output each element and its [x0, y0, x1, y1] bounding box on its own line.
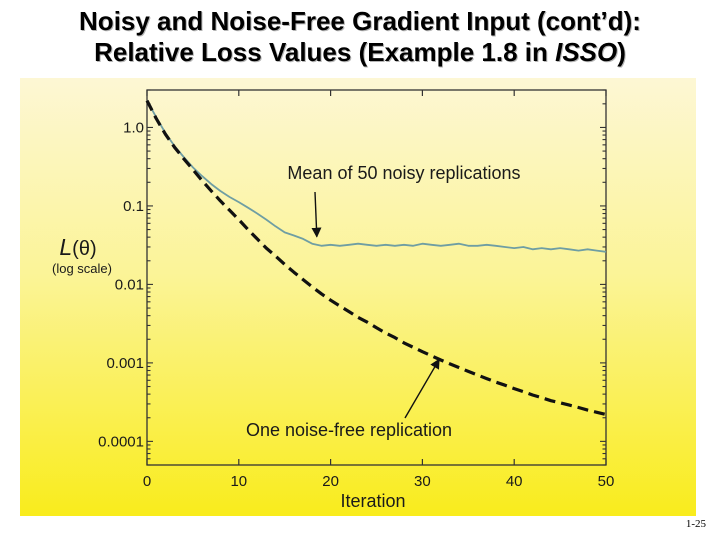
y-tick-label: 1.0 — [123, 119, 144, 136]
series-layer — [145, 99, 607, 417]
x-tick-label: 40 — [506, 473, 523, 490]
x-tick-label: 30 — [414, 473, 431, 490]
title-line-2-suffix: ) — [617, 37, 626, 67]
x-tick-label: 20 — [322, 473, 339, 490]
title-line-1: Noisy and Noise-Free Gradient Input (con… — [79, 6, 641, 36]
y-axis-title: L(θ) — [59, 234, 96, 260]
annotation-noisy-arrow — [311, 191, 322, 238]
y-axis-subtitle: (log scale) — [52, 261, 112, 276]
y-axis-title-theta: (θ) — [72, 238, 96, 260]
annotation-layer: Mean of 50 noisy replications One noise-f… — [246, 163, 521, 440]
plot-frame — [146, 89, 607, 466]
noise-free-series-line — [145, 99, 607, 417]
noisy-mean-series-line — [146, 100, 607, 253]
x-tick-label: 50 — [598, 473, 615, 490]
y-tick-label: 0.001 — [106, 355, 144, 372]
y-tick-label: 0.1 — [123, 198, 144, 215]
x-tick-label: 0 — [143, 473, 151, 490]
title-line-2-italic: ISSO — [555, 37, 618, 67]
y-axis-title-l: L — [59, 234, 72, 260]
x-tick-label: 10 — [230, 473, 247, 490]
annotation-noise-free-label: One noise-free replication — [246, 420, 452, 440]
annotation-noise-free-arrow — [404, 358, 440, 419]
y-tick-label: 0.01 — [115, 276, 144, 293]
slide-title: Noisy and Noise-Free Gradient Input (con… — [0, 6, 720, 68]
x-axis-title: Iteration — [340, 491, 405, 511]
title-line-2: Relative Loss Values (Example 1.8 in ISS… — [0, 37, 720, 68]
title-line-2-prefix: Relative Loss Values (Example 1.8 in — [94, 37, 556, 67]
axes-layer: 0 10 20 30 40 50 1.0 0.1 0.01 0.001 0.0001 — [98, 89, 615, 490]
y-tick-label: 0.0001 — [98, 433, 144, 450]
annotation-noisy-label: Mean of 50 noisy replications — [287, 163, 520, 183]
chart-panel — [20, 78, 696, 516]
slide-number: 1-25 — [685, 518, 706, 530]
